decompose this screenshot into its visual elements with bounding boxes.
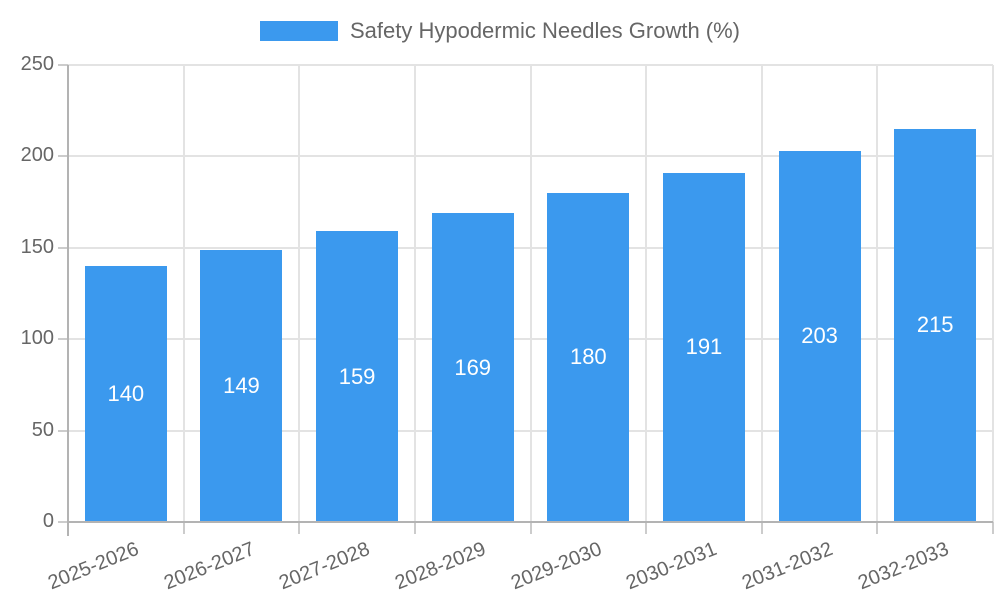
x-tick-mark bbox=[645, 522, 648, 534]
x-tick-mark bbox=[992, 522, 994, 534]
gridline-v bbox=[529, 65, 532, 522]
bar bbox=[778, 150, 861, 522]
y-tick-mark bbox=[58, 155, 68, 158]
y-tick-mark bbox=[58, 246, 68, 249]
bar-value-label: 203 bbox=[801, 323, 838, 349]
y-axis-tick-label: 50 bbox=[31, 418, 54, 441]
bar bbox=[316, 231, 399, 522]
gridline-v bbox=[298, 65, 301, 522]
x-axis-tick-label: 2029-2030 bbox=[507, 538, 605, 595]
y-axis-tick-label: 150 bbox=[20, 235, 54, 258]
x-tick-mark bbox=[760, 522, 763, 534]
legend: Safety Hypodermic Needles Growth (%) bbox=[0, 18, 1000, 44]
gridline-v bbox=[992, 65, 994, 522]
y-axis-tick-label: 250 bbox=[20, 53, 54, 76]
x-axis-tick-label: 2026-2027 bbox=[160, 538, 258, 595]
bar bbox=[431, 213, 514, 522]
bar-value-label: 140 bbox=[107, 381, 145, 407]
y-axis-tick-label: 100 bbox=[20, 327, 54, 350]
x-axis-tick-label: 2032-2033 bbox=[854, 538, 952, 595]
bar-value-label: 180 bbox=[569, 344, 607, 370]
y-tick-mark bbox=[58, 521, 68, 523]
y-axis-line bbox=[67, 65, 69, 536]
x-tick-mark bbox=[182, 522, 185, 534]
y-tick-mark bbox=[58, 338, 68, 341]
x-axis-line bbox=[68, 521, 993, 523]
gridline-v bbox=[182, 65, 185, 522]
y-tick-mark bbox=[58, 64, 68, 66]
y-axis-tick-label: 200 bbox=[20, 144, 54, 167]
x-axis-tick-label: 2025-2026 bbox=[45, 538, 143, 595]
x-tick-mark bbox=[413, 522, 416, 534]
bar bbox=[662, 172, 745, 522]
bar-value-label: 191 bbox=[685, 334, 723, 360]
bar bbox=[894, 128, 977, 522]
x-tick-mark bbox=[529, 522, 532, 534]
gridline-v bbox=[645, 65, 648, 522]
bar-value-label: 159 bbox=[338, 363, 376, 389]
bar-value-label: 149 bbox=[223, 372, 260, 398]
gridline-v bbox=[876, 65, 879, 522]
y-axis-tick-label: 0 bbox=[42, 510, 54, 533]
legend-label: Safety Hypodermic Needles Growth (%) bbox=[349, 18, 741, 43]
x-axis-tick-label: 2028-2029 bbox=[391, 538, 489, 595]
bar-value-label: 169 bbox=[454, 354, 492, 380]
gridline-v bbox=[413, 65, 416, 522]
bar bbox=[84, 266, 167, 522]
y-tick-mark bbox=[58, 429, 68, 432]
x-axis-tick-label: 2027-2028 bbox=[276, 538, 374, 595]
bar-value-label: 215 bbox=[916, 312, 954, 338]
x-axis-tick-label: 2031-2032 bbox=[738, 538, 836, 595]
bar bbox=[200, 249, 283, 522]
x-axis-tick-label: 2030-2031 bbox=[623, 538, 721, 595]
bar bbox=[547, 192, 630, 522]
legend-swatch-icon bbox=[259, 21, 338, 41]
x-tick-mark bbox=[876, 522, 879, 534]
x-tick-mark bbox=[298, 522, 301, 534]
gridline-v bbox=[760, 65, 763, 522]
legend-item[interactable]: Safety Hypodermic Needles Growth (%) bbox=[259, 18, 741, 44]
